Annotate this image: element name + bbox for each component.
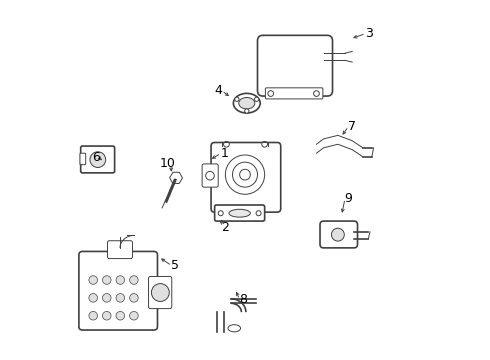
Text: 1: 1 (220, 147, 228, 160)
Text: 7: 7 (348, 120, 356, 133)
Circle shape (130, 311, 138, 320)
FancyBboxPatch shape (81, 146, 115, 173)
Circle shape (314, 91, 319, 96)
Text: 4: 4 (214, 84, 222, 97)
Circle shape (262, 141, 268, 147)
FancyBboxPatch shape (202, 164, 218, 187)
FancyBboxPatch shape (79, 251, 157, 330)
Circle shape (245, 109, 249, 113)
Circle shape (223, 141, 229, 147)
Text: 9: 9 (344, 192, 352, 205)
Circle shape (240, 169, 250, 180)
Text: 6: 6 (92, 151, 99, 165)
FancyBboxPatch shape (211, 143, 281, 212)
Text: 5: 5 (172, 259, 179, 272)
Circle shape (116, 276, 124, 284)
Circle shape (225, 155, 265, 194)
Circle shape (331, 228, 344, 241)
Text: 2: 2 (221, 221, 229, 234)
Circle shape (232, 162, 258, 187)
FancyBboxPatch shape (266, 88, 323, 99)
Ellipse shape (229, 209, 250, 217)
Text: 8: 8 (239, 293, 247, 306)
Circle shape (89, 311, 98, 320)
Text: 3: 3 (366, 27, 373, 40)
Circle shape (268, 91, 273, 96)
Circle shape (218, 211, 223, 216)
Ellipse shape (228, 325, 241, 332)
Circle shape (130, 294, 138, 302)
Circle shape (116, 294, 124, 302)
Circle shape (151, 284, 169, 301)
FancyBboxPatch shape (148, 276, 172, 309)
Circle shape (130, 276, 138, 284)
Ellipse shape (239, 98, 255, 109)
Circle shape (89, 276, 98, 284)
Circle shape (256, 211, 261, 216)
Circle shape (102, 276, 111, 284)
Circle shape (90, 152, 106, 167)
Text: 10: 10 (159, 157, 175, 170)
Circle shape (235, 97, 239, 102)
FancyBboxPatch shape (258, 35, 333, 96)
FancyBboxPatch shape (215, 205, 265, 221)
Ellipse shape (233, 93, 260, 113)
Circle shape (102, 311, 111, 320)
FancyBboxPatch shape (107, 241, 132, 258)
FancyBboxPatch shape (320, 221, 358, 248)
Circle shape (102, 294, 111, 302)
FancyBboxPatch shape (80, 153, 86, 165)
Circle shape (89, 294, 98, 302)
Circle shape (206, 171, 214, 180)
Circle shape (254, 97, 259, 102)
Circle shape (116, 311, 124, 320)
